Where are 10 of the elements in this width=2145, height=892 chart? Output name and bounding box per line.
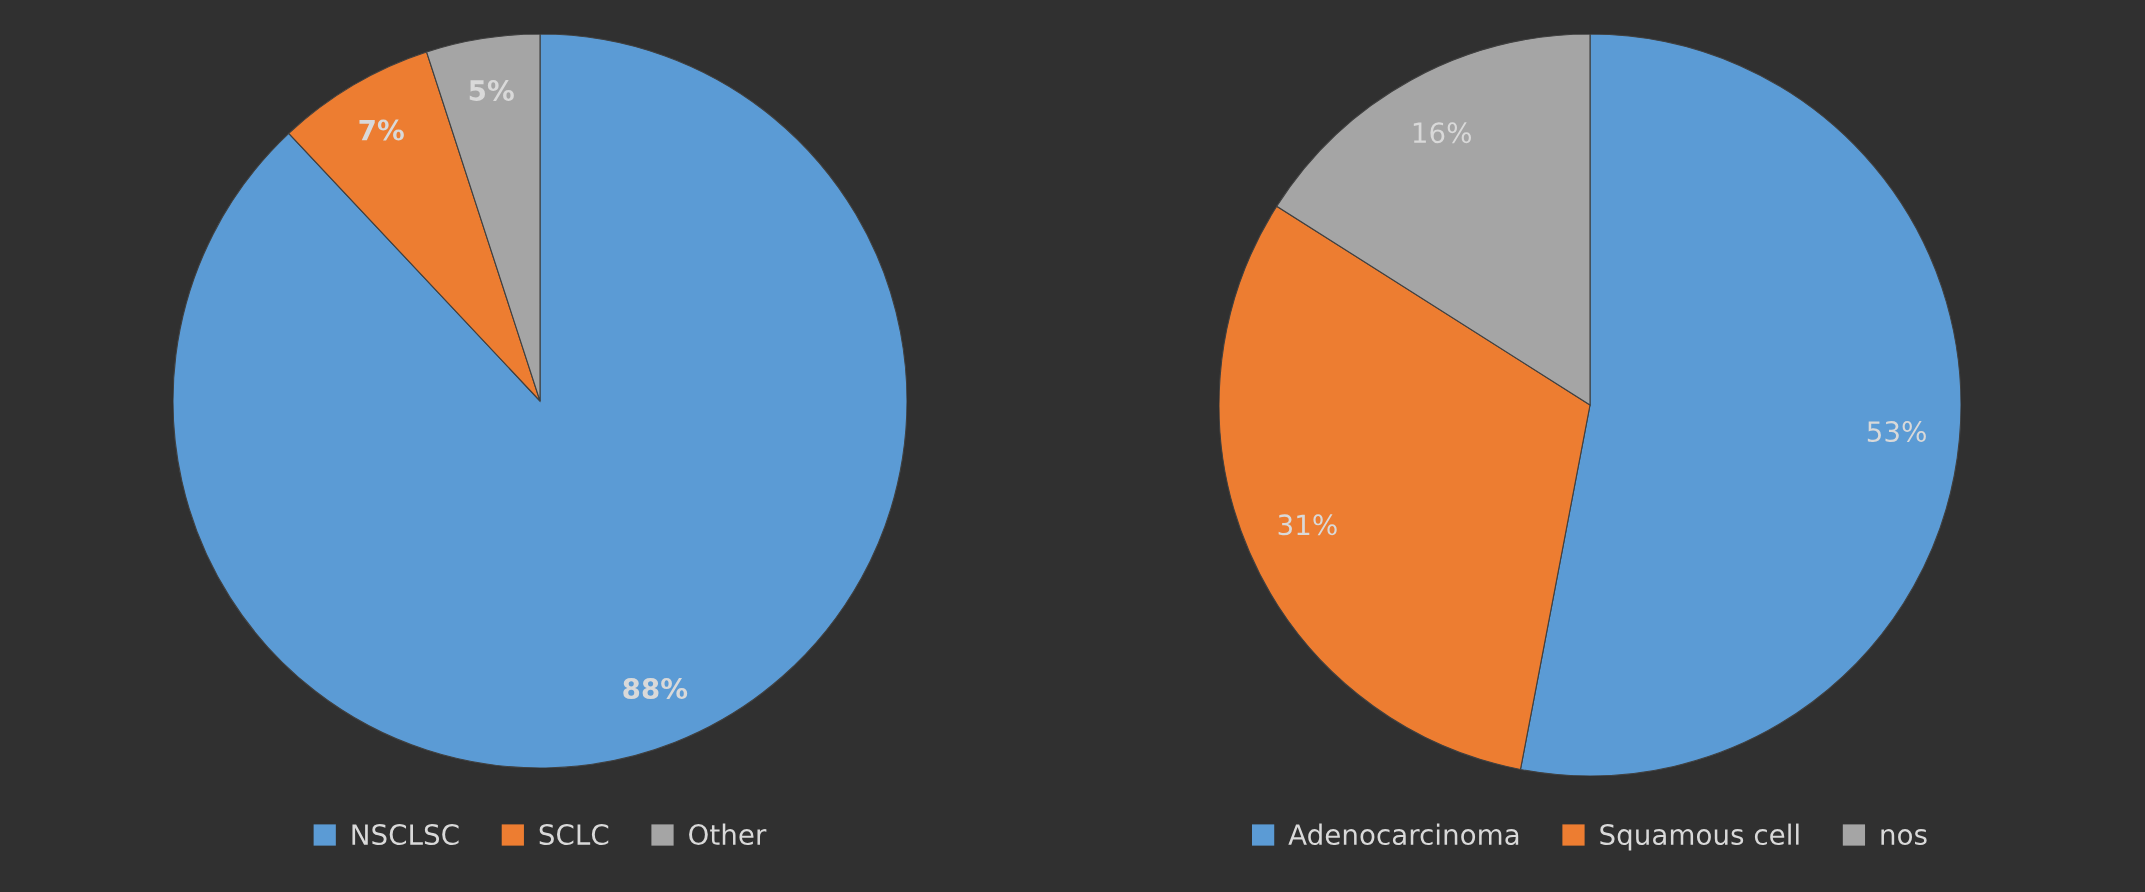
legend-label: NSCLSC — [352, 824, 459, 846]
data-label: 53% — [1867, 421, 1926, 443]
legend-label: nos — [1881, 829, 1927, 846]
legend-label: SCLC — [539, 824, 609, 846]
legend-label: Adenocarcinoma — [1288, 823, 1519, 846]
data-label: 31% — [1278, 514, 1337, 536]
legend-label: Squamous cell — [1600, 823, 1799, 851]
data-label: 7% — [359, 119, 404, 141]
data-label: 88% — [623, 678, 688, 700]
legend-label: Other — [689, 823, 767, 846]
